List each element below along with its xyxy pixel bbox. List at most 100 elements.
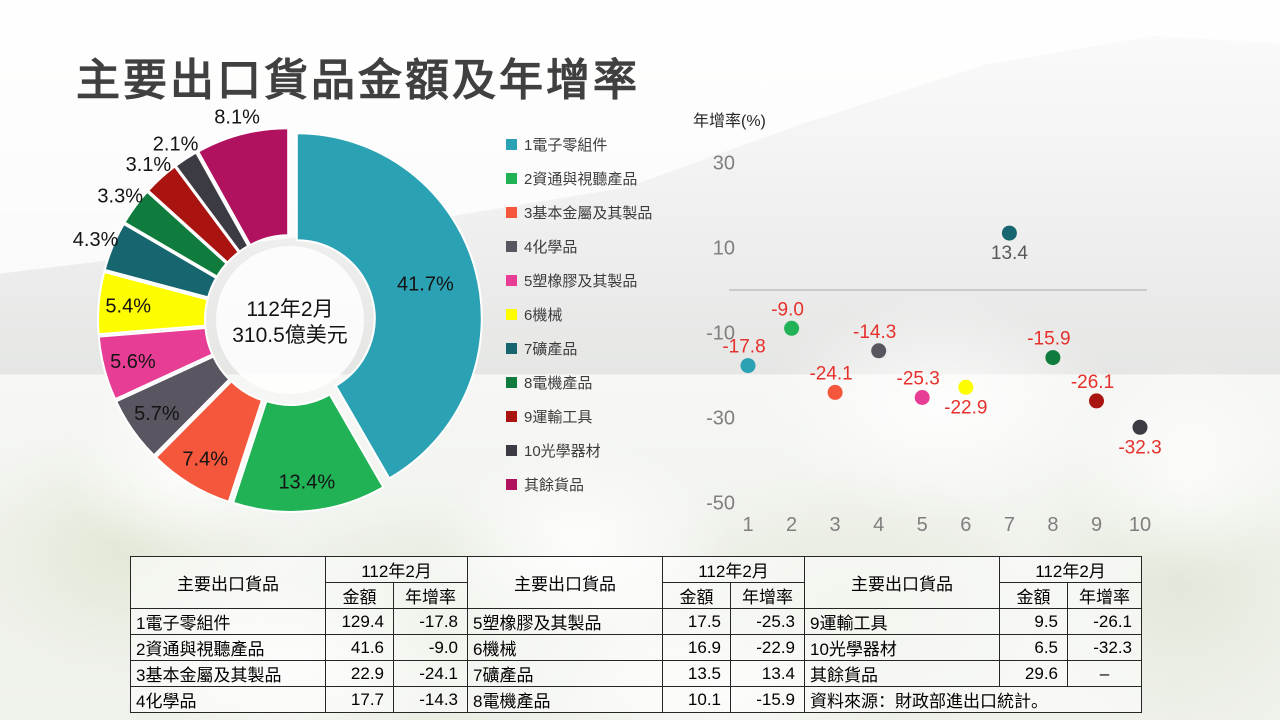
donut-slice-label: 7.4%: [182, 449, 228, 471]
scatter-chart: 年增率(%) 30 10 -10 -30 -50 1 2 3 4 5 6 7 8 9 10 -17.8 -9.0…: [693, 112, 1162, 536]
scatter-point-3: [827, 384, 843, 400]
donut-slice-label: 41.7%: [397, 274, 454, 296]
legend-item: 6機械: [506, 297, 652, 331]
legend-label: 其餘貨品: [524, 476, 585, 494]
donut-hole: [216, 246, 364, 394]
cell-yoy: 13.4: [730, 660, 805, 687]
cell-amount: 9.5: [999, 608, 1068, 635]
scatter-point-7: [1001, 225, 1017, 241]
scatter-point-label: -32.3: [1118, 437, 1161, 458]
cell-goods-name: 6機械: [467, 634, 663, 661]
legend-swatch-icon: [506, 240, 517, 252]
y-tick-label: 10: [713, 238, 735, 260]
cell-amount: 41.6: [325, 634, 394, 661]
cell-yoy: -14.3: [393, 686, 468, 713]
donut-center-period: 112年2月: [246, 298, 333, 321]
cell-goods-name: 8電機產品: [467, 686, 663, 713]
cell-yoy: -22.9: [730, 634, 805, 661]
donut-slice-label: 3.3%: [97, 186, 143, 208]
scatter-point-1: [740, 358, 756, 374]
legend-label: 1電子零組件: [524, 136, 608, 154]
legend-item: 3基本金屬及其製品: [506, 195, 652, 229]
scatter-point-10: [1132, 419, 1148, 435]
legend-item: 1電子零組件: [506, 127, 652, 161]
donut-slice-8: [123, 190, 228, 278]
legend-swatch-icon: [506, 206, 517, 218]
scatter-point-5: [914, 390, 930, 405]
legend-label: 7礦產品: [524, 340, 578, 358]
x-tick-label: 10: [1129, 514, 1151, 536]
donut-slice-5: [97, 326, 214, 401]
scatter-point-label: -14.3: [853, 322, 896, 343]
table-row: 10光學器材 6.5 -32.3: [804, 634, 1142, 661]
donut-slice-11: [196, 127, 290, 247]
cell-amount: 22.9: [325, 660, 394, 687]
table-subheader-amount: 金額: [999, 582, 1068, 609]
cell-goods-name: 2資通與視聽產品: [130, 634, 326, 661]
donut-slice-2: [231, 393, 385, 513]
legend-item: 8電機產品: [506, 365, 652, 399]
x-tick-label: 9: [1091, 514, 1102, 536]
legend-swatch-icon: [506, 410, 517, 422]
legend-item: 5塑橡膠及其製品: [506, 263, 652, 297]
cell-yoy: -32.3: [1067, 634, 1142, 661]
export-table-2: 主要出口貨品 112年2月 金額 年增率 5塑橡膠及其製品 17.5 -25.3 6機械 16.…: [467, 556, 805, 713]
legend-label: 10光學器材: [524, 442, 601, 460]
donut-slice-label: 5.6%: [110, 351, 156, 373]
scatter-point-label: -22.9: [944, 397, 987, 418]
export-table-1: 主要出口貨品 112年2月 金額 年增率 1電子零組件 129.4 -17.8 2資通與視聽產…: [130, 556, 468, 713]
table-row: 9運輸工具 9.5 -26.1: [804, 608, 1142, 635]
donut-slice-label: 2.1%: [153, 133, 199, 155]
legend-swatch-icon: [506, 172, 517, 184]
cell-goods-name: 5塑橡膠及其製品: [467, 608, 663, 635]
donut-slice-10: [174, 151, 250, 254]
x-tick-label: 4: [873, 514, 884, 536]
export-table-3: 主要出口貨品 112年2月 金額 年增率 9運輸工具 9.5 -26.1 10光學器材 6.5-…: [804, 556, 1142, 713]
legend-item: 7礦產品: [506, 331, 652, 365]
scatter-point-label: -17.8: [722, 337, 765, 358]
cell-amount: 13.5: [662, 660, 731, 687]
cell-yoy: -15.9: [730, 686, 805, 713]
scatter-point-label: -9.0: [771, 299, 804, 320]
y-axis-title: 年增率(%): [693, 112, 766, 130]
legend-swatch-icon: [506, 342, 517, 354]
scatter-point-label: -15.9: [1027, 329, 1070, 350]
scatter-point-6: [958, 379, 974, 395]
legend-item: 10光學器材: [506, 433, 652, 467]
cell-amount: 17.5: [662, 608, 731, 635]
cell-goods-name: 10光學器材: [804, 634, 1000, 661]
scatter-point-8: [1045, 350, 1061, 366]
legend-label: 4化學品: [524, 238, 578, 256]
cell-goods-name: 4化學品: [130, 686, 326, 713]
legend-item: 2資通與視聽產品: [506, 161, 652, 195]
table-header-period: 112年2月: [325, 556, 468, 583]
table-row: 8電機產品 10.1 -15.9: [467, 686, 805, 713]
table-row: 4化學品 17.7 -14.3: [130, 686, 468, 713]
table-row: 6機械 16.9 -22.9: [467, 634, 805, 661]
table-header-period: 112年2月: [662, 556, 805, 583]
x-tick-label: 2: [786, 514, 797, 536]
cell-goods-name: 其餘貨品: [804, 660, 1000, 687]
table-subheader-yoy: 年增率: [1067, 582, 1142, 609]
donut-slice-label: 4.3%: [73, 229, 119, 251]
table-subheader-amount: 金額: [662, 582, 731, 609]
table-source-note: 資料來源：財政部進出口統計。: [804, 686, 1142, 713]
legend-item: 9運輸工具: [506, 399, 652, 433]
cell-amount: 29.6: [999, 660, 1068, 687]
legend-swatch-icon: [506, 444, 517, 456]
donut-slice-label: 3.1%: [126, 154, 172, 176]
table-row: 其餘貨品 29.6–: [804, 660, 1142, 687]
data-tables: 主要出口貨品 112年2月 金額 年增率 1電子零組件 129.4 -17.8 2資通與視聽產…: [130, 556, 1142, 713]
legend-swatch-icon: [506, 478, 517, 490]
table-row: 2資通與視聽產品 41.6 -9.0: [130, 634, 468, 661]
table-header-period: 112年2月: [999, 556, 1142, 583]
donut-slice-9: [146, 165, 241, 264]
cell-yoy: -26.1: [1067, 608, 1142, 635]
legend-label: 8電機產品: [524, 374, 593, 392]
scatter-point-label: -25.3: [897, 369, 940, 390]
y-tick-label: 30: [713, 153, 735, 175]
x-tick-label: 5: [917, 514, 928, 536]
x-tick-label: 8: [1047, 514, 1058, 536]
table-row: 7礦產品 13.5 13.4: [467, 660, 805, 687]
